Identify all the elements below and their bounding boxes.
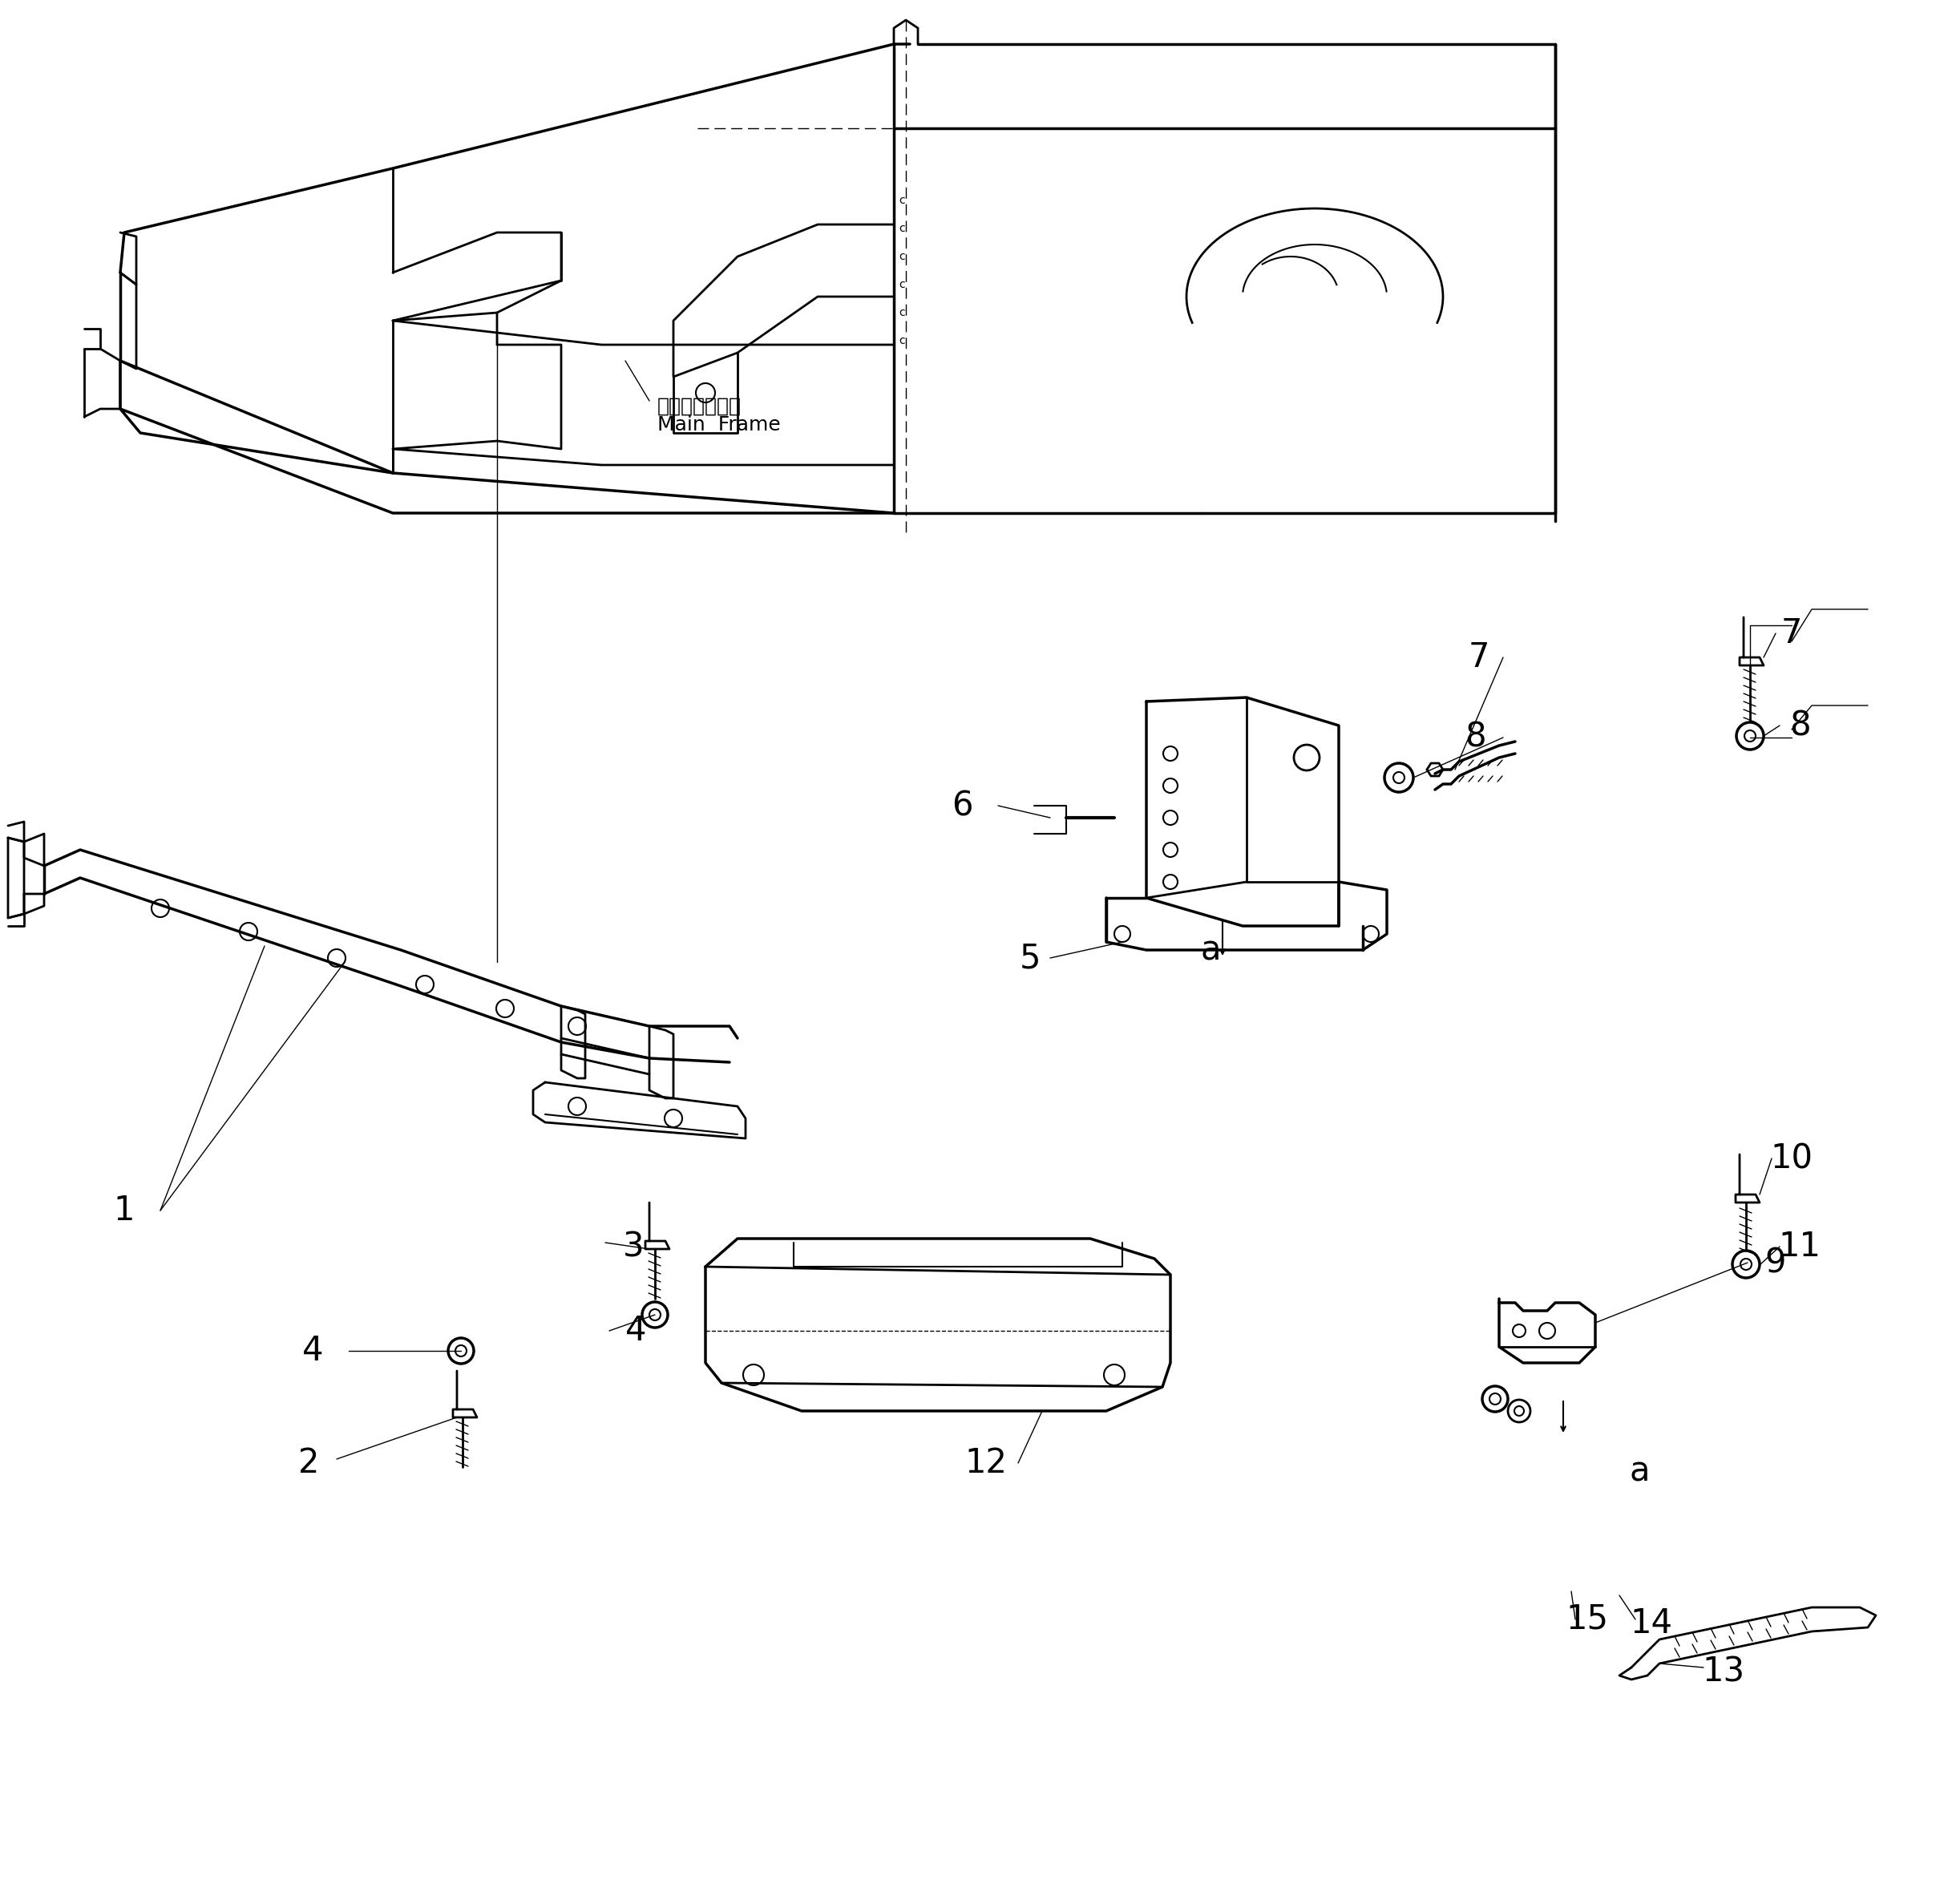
Text: 6: 6 (951, 788, 972, 823)
Text: c: c (898, 307, 904, 318)
Text: 3: 3 (623, 1230, 645, 1264)
Text: 13: 13 (1702, 1655, 1744, 1689)
Text: 4: 4 (302, 1335, 323, 1367)
Text: c: c (898, 223, 904, 234)
Text: 14: 14 (1630, 1607, 1673, 1639)
Text: 11: 11 (1779, 1230, 1822, 1264)
Text: 4: 4 (625, 1314, 647, 1348)
Text: 2: 2 (298, 1447, 319, 1479)
Text: a: a (1200, 933, 1222, 967)
Text: c: c (898, 280, 904, 289)
Text: メインフレーム: メインフレーム (658, 396, 741, 417)
Text: 8: 8 (1789, 708, 1810, 743)
Text: 7: 7 (1781, 617, 1802, 649)
Text: c: c (898, 335, 904, 347)
Text: 1: 1 (114, 1194, 136, 1228)
Text: 12: 12 (964, 1447, 1007, 1479)
Text: Main  Frame: Main Frame (658, 415, 780, 434)
Text: c: c (898, 251, 904, 263)
Text: 7: 7 (1469, 640, 1489, 674)
Text: 8: 8 (1464, 722, 1485, 754)
Text: 5: 5 (1020, 941, 1042, 975)
Text: c: c (898, 194, 904, 206)
Text: 10: 10 (1770, 1142, 1812, 1175)
Text: 9: 9 (1766, 1245, 1787, 1279)
Text: a: a (1630, 1455, 1649, 1487)
Text: 15: 15 (1566, 1603, 1609, 1636)
